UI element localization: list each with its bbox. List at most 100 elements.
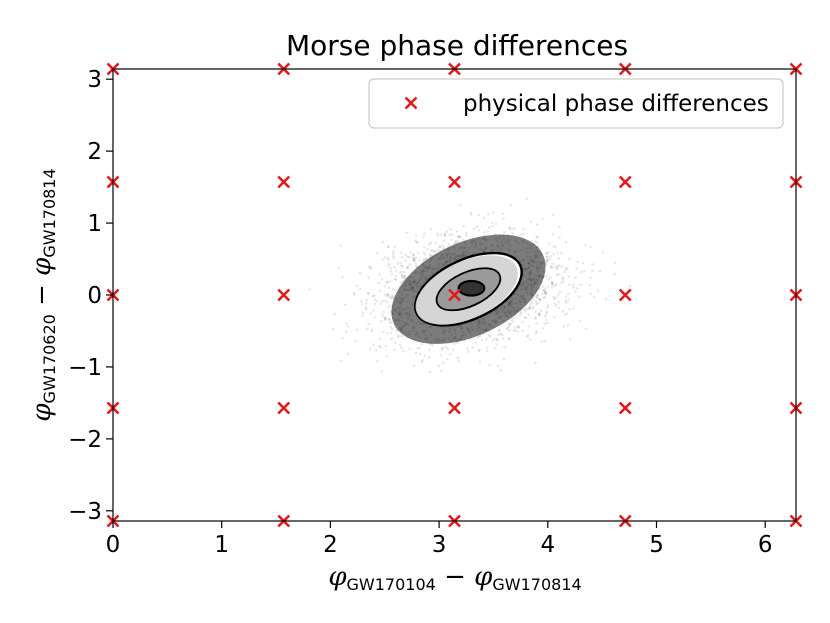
posterior-sample bbox=[441, 244, 445, 248]
posterior-sample bbox=[369, 311, 373, 315]
posterior-sample bbox=[549, 265, 553, 269]
posterior-sample bbox=[435, 232, 439, 235]
posterior-sample bbox=[534, 331, 538, 335]
posterior-sample bbox=[509, 203, 513, 207]
posterior-sample bbox=[493, 337, 497, 340]
posterior-sample bbox=[361, 311, 365, 315]
x-tick-label: 6 bbox=[758, 532, 773, 558]
posterior-sample bbox=[393, 341, 397, 345]
posterior-sample bbox=[431, 344, 435, 347]
posterior-sample bbox=[560, 251, 563, 255]
posterior-sample bbox=[358, 288, 362, 291]
posterior-sample bbox=[491, 224, 495, 228]
posterior-sample bbox=[557, 300, 560, 304]
posterior-sample bbox=[516, 325, 520, 329]
posterior-sample bbox=[400, 274, 404, 277]
posterior-sample bbox=[506, 326, 509, 330]
posterior-sample bbox=[401, 276, 404, 279]
posterior-sample bbox=[406, 255, 409, 259]
posterior-sample bbox=[364, 302, 368, 305]
posterior-sample bbox=[386, 305, 390, 309]
posterior-sample bbox=[368, 265, 371, 268]
posterior-sample bbox=[398, 343, 402, 347]
posterior-sample bbox=[551, 262, 555, 266]
posterior-sample bbox=[386, 256, 390, 260]
posterior-sample bbox=[366, 292, 370, 295]
posterior-sample bbox=[584, 243, 587, 246]
posterior-sample bbox=[458, 235, 461, 238]
posterior-sample bbox=[373, 298, 377, 302]
posterior-sample bbox=[413, 258, 417, 262]
posterior-sample bbox=[408, 347, 411, 350]
posterior-sample bbox=[474, 341, 477, 345]
posterior-sample bbox=[588, 283, 591, 287]
posterior-sample bbox=[542, 296, 546, 300]
posterior-sample bbox=[457, 359, 460, 363]
posterior-sample bbox=[416, 251, 420, 255]
posterior-sample bbox=[466, 347, 469, 351]
posterior-sample bbox=[517, 326, 520, 329]
marker-stroke bbox=[448, 175, 461, 189]
posterior-sample bbox=[535, 223, 539, 226]
posterior-sample bbox=[412, 259, 416, 263]
x-label-sub-1: GW170104 bbox=[347, 575, 436, 594]
posterior-sample bbox=[389, 266, 393, 270]
posterior-sample bbox=[389, 296, 392, 300]
posterior-sample bbox=[564, 267, 568, 270]
posterior-sample bbox=[431, 249, 435, 252]
posterior-sample bbox=[440, 347, 443, 350]
posterior-sample bbox=[478, 348, 482, 352]
posterior-sample bbox=[509, 322, 512, 325]
posterior-sample bbox=[535, 330, 539, 333]
posterior-sample bbox=[366, 327, 369, 331]
y-tick-label: −1 bbox=[68, 355, 102, 381]
marker-stroke bbox=[404, 96, 418, 110]
y-axis-label: φGW170620 − φGW170814 bbox=[27, 168, 59, 421]
posterior-sample bbox=[533, 317, 537, 320]
posterior-sample bbox=[549, 254, 552, 258]
posterior-sample bbox=[535, 302, 539, 305]
posterior-sample bbox=[477, 349, 481, 353]
posterior-sample bbox=[557, 293, 560, 296]
posterior-sample bbox=[436, 234, 440, 237]
posterior-sample bbox=[422, 245, 426, 249]
posterior-sample bbox=[383, 317, 387, 321]
posterior-sample bbox=[495, 339, 499, 342]
posterior-sample bbox=[429, 228, 433, 231]
posterior-sample bbox=[436, 248, 440, 252]
posterior-sample bbox=[535, 241, 538, 244]
posterior-sample bbox=[572, 283, 575, 287]
posterior-sample bbox=[528, 306, 532, 309]
posterior-sample bbox=[528, 338, 532, 341]
posterior-sample bbox=[396, 262, 400, 265]
posterior-sample bbox=[403, 276, 407, 279]
x-tick-label: 3 bbox=[432, 532, 447, 558]
phase-difference-marker bbox=[618, 175, 632, 189]
legend-box bbox=[368, 78, 784, 129]
posterior-sample bbox=[364, 306, 368, 309]
posterior-sample bbox=[535, 236, 538, 239]
posterior-sample bbox=[563, 270, 567, 273]
posterior-sample bbox=[545, 312, 548, 315]
posterior-sample bbox=[453, 342, 457, 346]
posterior-sample bbox=[423, 253, 427, 256]
marker-stroke bbox=[448, 401, 461, 415]
posterior-sample bbox=[382, 315, 386, 319]
posterior-sample bbox=[437, 364, 441, 368]
posterior-sample bbox=[604, 297, 608, 301]
posterior-sample bbox=[485, 346, 489, 350]
posterior-sample bbox=[589, 245, 592, 249]
posterior-sample bbox=[575, 267, 578, 270]
posterior-sample bbox=[508, 227, 511, 230]
posterior-sample bbox=[567, 275, 571, 279]
posterior-sample bbox=[446, 347, 450, 351]
y-tick-label: −2 bbox=[68, 427, 102, 453]
posterior-sample bbox=[591, 269, 594, 272]
posterior-sample bbox=[547, 242, 551, 245]
posterior-sample bbox=[364, 307, 368, 311]
posterior-sample bbox=[467, 350, 470, 354]
posterior-sample bbox=[541, 292, 544, 296]
posterior-sample bbox=[542, 288, 545, 292]
posterior-sample bbox=[450, 238, 453, 241]
y-label-sub-2: GW170814 bbox=[40, 168, 59, 257]
